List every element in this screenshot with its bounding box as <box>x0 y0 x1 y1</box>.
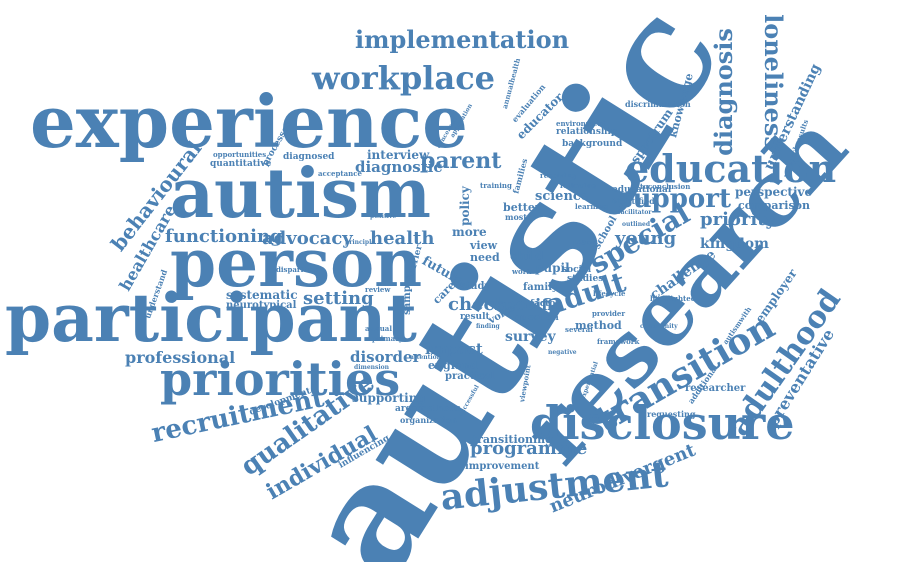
word-supporting: supporting <box>352 391 426 405</box>
word-impact: impact <box>425 340 483 358</box>
word-highlighted: highlighted <box>650 294 696 303</box>
word-disclosure: disclosure <box>530 396 795 450</box>
word-systematic: systematic <box>226 288 298 302</box>
word-discrimination: discrimination <box>625 99 691 109</box>
word-specific: specific <box>495 295 563 314</box>
word-diagnostic: diagnostic <box>355 158 443 176</box>
word-study: study <box>460 281 491 292</box>
word-receiving: receiving <box>540 171 577 180</box>
word-autism: autism <box>170 154 431 234</box>
word-priority: priority <box>700 209 777 230</box>
word-experience: experience <box>30 79 468 164</box>
word-educational: educational <box>612 185 672 195</box>
word-family: family <box>523 282 558 293</box>
word-dimension: dimension <box>354 364 390 371</box>
word-pupil: pupil <box>535 261 570 275</box>
word-sample: sample <box>401 275 413 315</box>
word-professional: professional <box>125 348 236 367</box>
word-neurotypical: neurotypical <box>226 300 297 311</box>
word-learning: learning <box>575 202 609 211</box>
word-need: need <box>470 251 500 264</box>
word-areamethods: areamethods <box>395 404 461 414</box>
word-identified: identified <box>612 196 655 206</box>
word-researcher: researcher <box>685 383 746 394</box>
word-positive: positive <box>370 213 397 220</box>
word-science: science <box>535 189 590 204</box>
word-following: following <box>560 181 597 190</box>
word-view: view <box>470 239 498 252</box>
word-policy: policy <box>457 186 472 226</box>
word-improvement: improvement <box>465 461 540 472</box>
word-kingdom: kingdom <box>700 236 769 252</box>
word-principle: principle <box>345 239 376 246</box>
word-setting: setting <box>303 288 374 309</box>
word-opportunities: opportunities <box>213 150 267 159</box>
word-requesting: requesting <box>647 409 696 419</box>
word-england: england <box>428 359 478 372</box>
word-question: question <box>515 313 559 323</box>
word-attention: attention <box>410 354 442 361</box>
word-education: education <box>625 146 837 191</box>
word-interview: interview <box>367 148 430 162</box>
word-implementation: implementation <box>355 25 570 54</box>
word-result: result <box>460 312 490 322</box>
word-social: social <box>562 265 592 275</box>
word-most: most <box>505 212 527 222</box>
word-transitioning: transitioning <box>472 433 553 446</box>
word-functioning: functioning <box>165 226 283 247</box>
word-diagnosed: diagnosed <box>283 152 335 162</box>
word-priorities: priorities <box>160 352 401 406</box>
word-person: person <box>170 224 423 302</box>
word-child: child <box>510 249 544 263</box>
word-studies: studies <box>567 274 604 284</box>
word-disorder: disorder <box>350 348 421 366</box>
word-method: method <box>575 319 622 332</box>
word-factor: factor <box>530 299 561 309</box>
word-health: health <box>370 228 435 249</box>
word-comparison: comparison <box>738 199 810 212</box>
word-work: work <box>512 267 532 276</box>
word-background: background <box>562 139 623 149</box>
word-diagnosis: diagnosis <box>708 28 738 156</box>
word-finding: finding <box>476 323 500 330</box>
word-participant: participant <box>5 279 417 357</box>
word-survey: survey <box>505 329 556 345</box>
word-annual: annual <box>365 324 392 333</box>
word-practical: practical <box>445 371 495 382</box>
word-more: more <box>452 225 487 239</box>
word-several: several <box>565 325 593 334</box>
word-lifecycle: lifecycle <box>593 289 626 298</box>
word-review: review <box>365 285 391 294</box>
word-young: young <box>615 228 677 249</box>
word-primary: primary <box>372 334 403 343</box>
word-toconclusion: toconclusion <box>640 182 691 191</box>
word-better: better <box>503 201 541 214</box>
word-acceptance: acceptance <box>318 169 362 178</box>
word-perspective: perspective <box>735 185 813 199</box>
word-organization: organization <box>400 415 457 425</box>
word-framework: framework <box>597 337 640 346</box>
word-quantitative: quantitative <box>210 159 272 169</box>
word-annualhealth: annualhealth <box>499 57 523 110</box>
word-provider: provider <box>592 309 626 318</box>
word-workplace: workplace <box>312 59 496 97</box>
word-facilitator: facilitator <box>618 209 652 216</box>
word-advocacy: advocacy <box>262 228 353 249</box>
word-community: community <box>640 323 678 330</box>
word-parent: parent <box>420 148 502 174</box>
word-programme: programme <box>470 438 588 459</box>
word-outlined: outlined <box>622 221 651 228</box>
word-many: many <box>573 237 598 247</box>
word-training: training <box>480 181 512 190</box>
word-environment: environment <box>556 119 606 128</box>
word-relationship: relationship <box>556 127 618 137</box>
word-support: support <box>618 184 731 214</box>
word-check: check <box>448 294 507 315</box>
word-disparities: disparities <box>276 265 318 274</box>
word-negative: negative <box>548 349 577 356</box>
